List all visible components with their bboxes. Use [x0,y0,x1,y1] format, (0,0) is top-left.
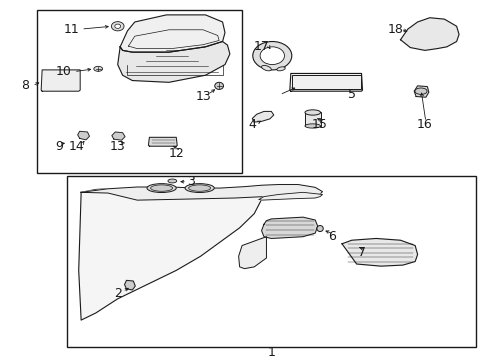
Ellipse shape [214,82,223,89]
Polygon shape [118,41,229,82]
Polygon shape [289,73,362,91]
Ellipse shape [305,124,320,128]
Text: 10: 10 [56,65,72,78]
Circle shape [252,41,291,70]
Ellipse shape [305,110,320,115]
Ellipse shape [150,185,172,191]
Polygon shape [341,238,417,266]
Polygon shape [78,131,89,140]
Ellipse shape [184,184,214,193]
Text: 3: 3 [186,175,194,188]
Ellipse shape [276,67,285,71]
Text: 14: 14 [68,140,84,153]
Text: 7: 7 [357,246,365,259]
Circle shape [115,24,121,28]
Polygon shape [124,280,135,290]
Polygon shape [112,132,125,140]
Text: 13: 13 [110,140,125,153]
Ellipse shape [188,185,210,191]
Polygon shape [413,86,428,97]
Circle shape [111,22,124,31]
Polygon shape [120,15,224,52]
Text: 4: 4 [247,118,255,131]
Ellipse shape [167,179,176,183]
Text: 17: 17 [253,40,269,53]
Polygon shape [79,188,261,320]
Text: 15: 15 [311,118,327,131]
Ellipse shape [316,225,323,231]
Ellipse shape [147,184,176,193]
Text: 8: 8 [21,79,29,93]
Text: 2: 2 [114,287,122,300]
Polygon shape [400,18,458,50]
Text: 6: 6 [327,230,336,243]
Bar [305,112,320,126]
Text: 9: 9 [55,140,63,153]
Bar [37,10,242,173]
Text: 18: 18 [387,23,403,36]
Polygon shape [252,111,273,122]
Ellipse shape [261,66,271,71]
Text: 1: 1 [267,346,275,359]
Text: 12: 12 [168,147,184,160]
Text: 13: 13 [195,90,210,103]
Text: 11: 11 [63,23,79,36]
Polygon shape [259,192,322,200]
Circle shape [260,47,284,64]
Bar [66,176,475,347]
Polygon shape [238,237,266,269]
Text: 5: 5 [347,88,355,101]
Polygon shape [81,185,322,200]
Text: 16: 16 [416,118,432,131]
Polygon shape [148,137,177,146]
Ellipse shape [414,88,426,94]
Polygon shape [41,70,80,91]
Ellipse shape [94,66,102,71]
Polygon shape [261,217,317,238]
Polygon shape [292,75,360,89]
